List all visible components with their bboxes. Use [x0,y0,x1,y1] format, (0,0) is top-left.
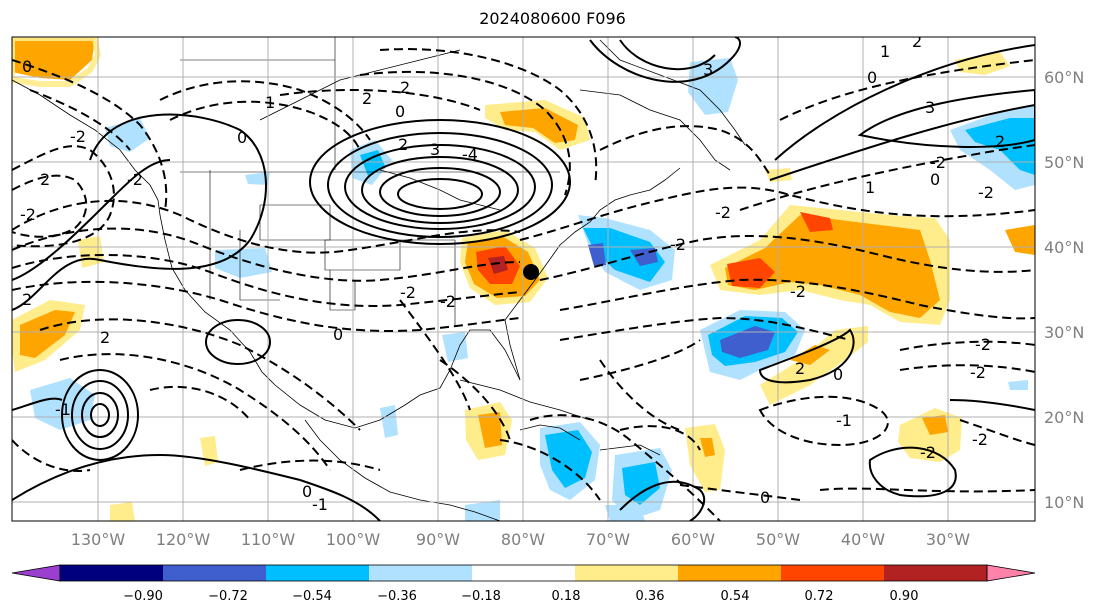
contour-label: 0 [867,68,877,87]
colorbar-tick: 0.18 [552,589,581,604]
contour-label: 3 [430,140,440,159]
solid-contours [12,37,1035,521]
lat-label: 30°N [1044,323,1084,342]
colorbar-segment [369,565,473,581]
colorbar-tick: −0.90 [123,589,163,604]
contour-label: -2 [440,292,456,311]
colorbar-tick: 0.54 [721,589,750,604]
contour-label: 2 [100,328,110,347]
colorbar-segment [575,565,679,581]
contour-label: -2 [920,443,936,462]
lat-label: 20°N [1044,408,1084,427]
contour-label: 2 [795,359,805,378]
colorbar-tick: 0.36 [636,589,665,604]
colorbar-tick: −0.18 [461,589,501,604]
contour-label: 2 [912,32,922,51]
contour-label: 2 [400,78,410,97]
colorbar-ticks: −0.90 −0.72 −0.54 −0.36 −0.18 0.18 0.36 … [123,589,918,604]
colorbar-extend-low [11,564,61,582]
contour-label: -2 [70,127,86,146]
shade-nw [12,38,95,80]
contour-label: -2 [127,170,143,189]
contour-label: -2 [978,183,994,202]
contour-label: -2 [670,235,686,254]
colorbar [11,564,1036,582]
contour-label: 1 [265,93,275,112]
contour-label: -2 [400,283,416,302]
colorbar-extend-high [986,564,1036,582]
lon-label: 100°W [326,530,381,549]
lon-label: 50°W [756,530,800,549]
colorbar-outline [59,564,988,582]
lon-label: 70°W [586,530,630,549]
dashed-contours [12,48,1035,521]
contour-label: 0 [22,57,32,76]
contour-label: 0 [395,102,405,121]
colorbar-tick: −0.72 [208,589,248,604]
shaded-fields [12,37,1035,521]
contour-label: 3 [703,60,713,79]
contour-label: -1 [55,400,71,419]
political-borders [180,37,560,325]
colorbar-tick: 0.72 [805,589,834,604]
colorbar-segment [60,565,164,581]
colorbar-tick: −0.54 [292,589,332,604]
colorbar-segment [266,565,370,581]
lat-label: 40°N [1044,238,1084,257]
contour-label: 0 [760,488,770,507]
location-marker [523,264,539,280]
lon-label: 110°W [241,530,296,549]
lon-label: 40°W [841,530,885,549]
contour-label: 0 [302,482,312,501]
contour-label: 2 [22,290,32,309]
lon-label: 30°W [926,530,970,549]
colorbar-segment [163,565,267,581]
lon-label: 90°W [416,530,460,549]
colorbar-segment [472,565,576,581]
map-frame [11,36,1036,522]
contour-label-group: 0 1 2 2 0 -2 2 3 -4 -2 2 0 -2 3 2 -2 2 -… [20,32,1005,514]
colorbar-tick: 0.90 [890,589,919,604]
contour-label: 2 [362,89,372,108]
contour-label: 0 [833,365,843,384]
contour-label: -2 [20,205,36,224]
contour-label: 2 [995,132,1005,151]
contour-label: -4 [462,145,478,164]
contour-label: 2 [398,135,408,154]
contour-label: -1 [836,411,852,430]
contour-label: 0 [930,170,940,189]
lat-label: 10°N [1044,493,1084,512]
contour-label: 3 [925,98,935,117]
lon-label: 130°W [71,530,126,549]
coastlines [12,39,746,521]
contour-label: 0 [237,128,247,147]
lon-label: 80°W [501,530,545,549]
colorbar-segment [678,565,782,581]
colorbar-tick: −0.36 [377,589,417,604]
contour-label: -2 [930,153,946,172]
latitude-labels: 60°N 50°N 40°N 30°N 20°N 10°N [1044,68,1084,512]
longitude-labels: 130°W 120°W 110°W 100°W 90°W 80°W 70°W 6… [71,530,970,549]
contour-label: 2 [40,170,50,189]
graticule [12,37,1035,521]
map-title: 2024080600 F096 [479,9,626,28]
contour-label: -2 [715,203,731,222]
contour-label: -2 [790,282,806,301]
lat-label: 50°N [1044,153,1084,172]
contour-label: -2 [970,363,986,382]
contour-label: -2 [972,430,988,449]
lon-label: 60°W [671,530,715,549]
contour-label: 0 [333,325,343,344]
colorbar-segment [884,565,988,581]
lat-label: 60°N [1044,68,1084,87]
colorbar-segment [781,565,885,581]
contour-label: -1 [312,495,328,514]
lon-label: 120°W [156,530,211,549]
contour-label: 1 [880,42,890,61]
contour-label: -2 [975,335,991,354]
contour-label: 1 [865,178,875,197]
